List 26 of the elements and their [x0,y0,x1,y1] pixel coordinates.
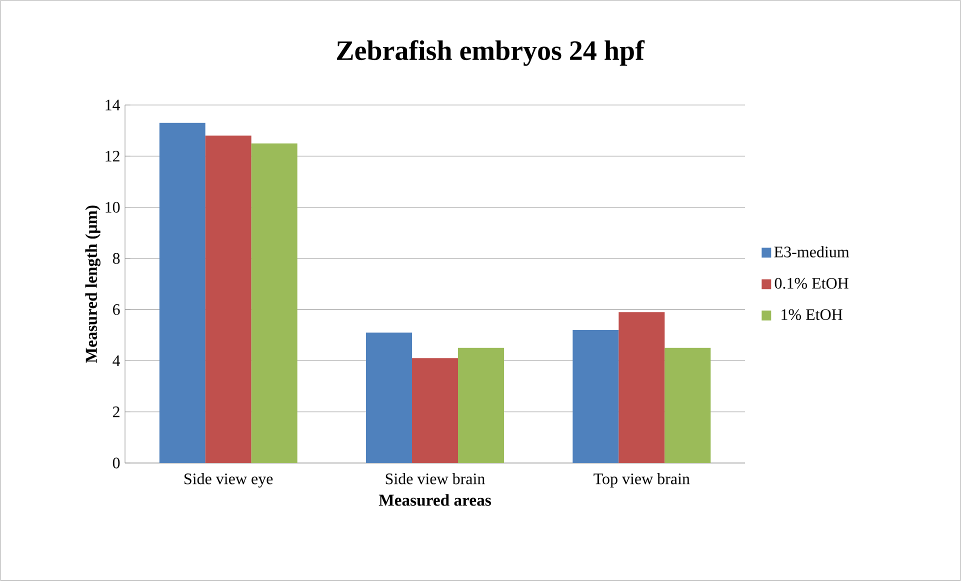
legend-label: E3-medium [774,246,850,258]
y-tick-label: 10 [106,202,120,213]
y-tick-label: 6 [112,304,120,315]
bar [251,143,298,463]
y-tick-label: 12 [106,150,120,162]
y-tick-label: 2 [113,406,120,418]
x-tick-label: Side view eye [184,473,273,488]
x-axis-title: Measured areas [378,494,492,506]
legend-label: 1% EtOH [782,309,842,320]
bar [458,348,504,463]
bar [159,122,206,463]
y-tick-label: 14 [106,100,120,110]
bar [572,330,619,463]
bar [205,136,252,463]
legend-label: 0.1% EtOH [774,278,848,289]
x-tick-label: Top view brain [594,473,690,488]
bar [618,312,665,463]
bar [664,348,711,463]
x-tick-label: Side view brain [386,473,485,484]
bar [412,358,458,463]
y-tick-label: 0 [112,458,120,468]
y-axis-title: Measured length (µm) [85,206,100,363]
chart-title: Zebrafish embryos 24 hpf [336,40,645,66]
y-tick-label: 8 [112,253,120,264]
y-tick-label: 4 [112,355,120,366]
bar [366,332,412,463]
